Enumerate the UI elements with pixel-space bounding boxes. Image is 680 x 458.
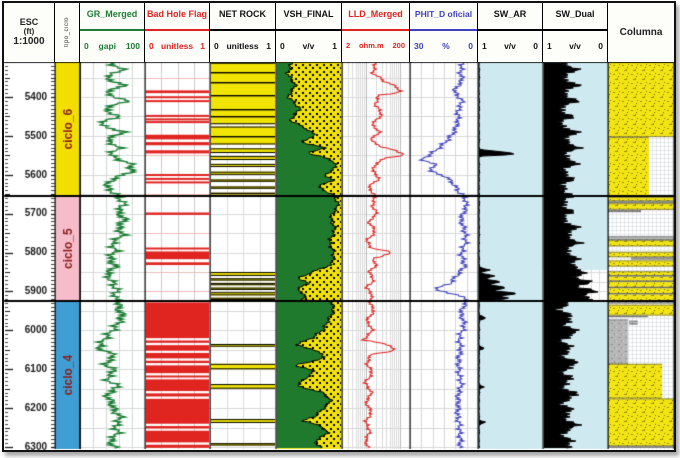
track-rule [145, 29, 209, 31]
track-name: Bad Hole Flag [146, 9, 207, 19]
track-header-gr-merged[interactable]: GR_Merged 0 gapi 100 [80, 3, 145, 62]
scale-left: 0 [214, 41, 219, 51]
track-header-sw-ar[interactable]: SW_AR 1 v/v 0 [478, 3, 543, 62]
track-header-lld-merged[interactable]: LLD_Merged 2 ohm.m 200 [342, 3, 410, 62]
scale-unit: v/v [302, 41, 315, 51]
scale-left: 1 [547, 41, 552, 51]
scale-left: 2 [346, 41, 351, 50]
scale-right: 0 [598, 41, 603, 51]
scale-right: 1 [266, 41, 271, 51]
track-rule [342, 29, 409, 31]
track-scale: 2 ohm.m 200 [342, 41, 409, 50]
track-scale: 0 unitless 1 [210, 41, 275, 51]
track-header-bad-hole-flag[interactable]: Bad Hole Flag 0 unitless 1 [145, 3, 210, 62]
track-rule [543, 29, 607, 31]
scale-right: 0 [533, 41, 538, 51]
scale-unit: unitless [160, 41, 194, 51]
cycle-track-label: tipo_ciclo [64, 17, 70, 48]
depth-unit-label: (ft) [23, 26, 35, 36]
scale-right: 1 [200, 41, 205, 51]
track-scale: 1 v/v 0 [543, 41, 607, 51]
track-header-sw-dual[interactable]: SW_Dual 1 v/v 0 [543, 3, 608, 62]
scale-unit: v/v [569, 41, 581, 51]
scale-left: 0 [84, 41, 89, 51]
scale-left: 30 [414, 41, 424, 51]
scale-right: 0 [468, 41, 473, 51]
depth-scale-label: ESC [19, 16, 39, 27]
track-header-net-rock[interactable]: NET ROCK 0 unitless 1 [210, 3, 276, 62]
scale-unit: v/v [504, 41, 516, 51]
track-scale: 30 % 0 [410, 41, 477, 51]
track-rule [276, 29, 341, 31]
track-scale: 1 v/v 0 [478, 41, 542, 51]
track-name: SW_Dual [555, 9, 595, 19]
scale-unit: gapi [98, 41, 117, 51]
track-rule [410, 29, 477, 31]
depth-track-header[interactable]: ESC (ft) 1:1000 [4, 3, 55, 62]
track-name: LLD_Merged [348, 9, 403, 19]
track-scale: 0 unitless 1 [145, 41, 209, 51]
scale-unit: unitless [226, 41, 259, 51]
track-name: SW_AR [493, 9, 527, 19]
track-scale: 0 v/v 1 [276, 41, 341, 51]
scale-right: 1 [332, 41, 337, 51]
track-header-columna[interactable]: Columna [608, 3, 674, 62]
track-rule [478, 29, 542, 31]
scale-left: 0 [149, 41, 154, 51]
track-header-phit-d-oficial[interactable]: PHIT_D oficial 30 % 0 [410, 3, 478, 62]
track-rule [80, 29, 144, 31]
scale-unit: % [442, 41, 450, 51]
scale-right: 200 [392, 41, 405, 50]
track-name: PHIT_D oficial [414, 9, 473, 19]
scale-left: 0 [280, 41, 285, 51]
track-name: VSH_FINAL [283, 9, 334, 19]
scale-left: 1 [482, 41, 487, 51]
cycle-track-header[interactable]: tipo_ciclo [55, 3, 80, 62]
depth-ratio-label: 1:1000 [13, 35, 45, 47]
scale-right: 100 [125, 41, 140, 51]
scale-unit: ohm.m [359, 41, 384, 50]
track-rule [210, 29, 275, 31]
track-name: NET ROCK [219, 9, 266, 19]
track-scale: 0 gapi 100 [80, 41, 144, 51]
track-name: Columna [619, 27, 663, 38]
track-name: GR_Merged [86, 9, 138, 19]
track-header-vsh-final[interactable]: VSH_FINAL 0 v/v 1 [276, 3, 342, 62]
